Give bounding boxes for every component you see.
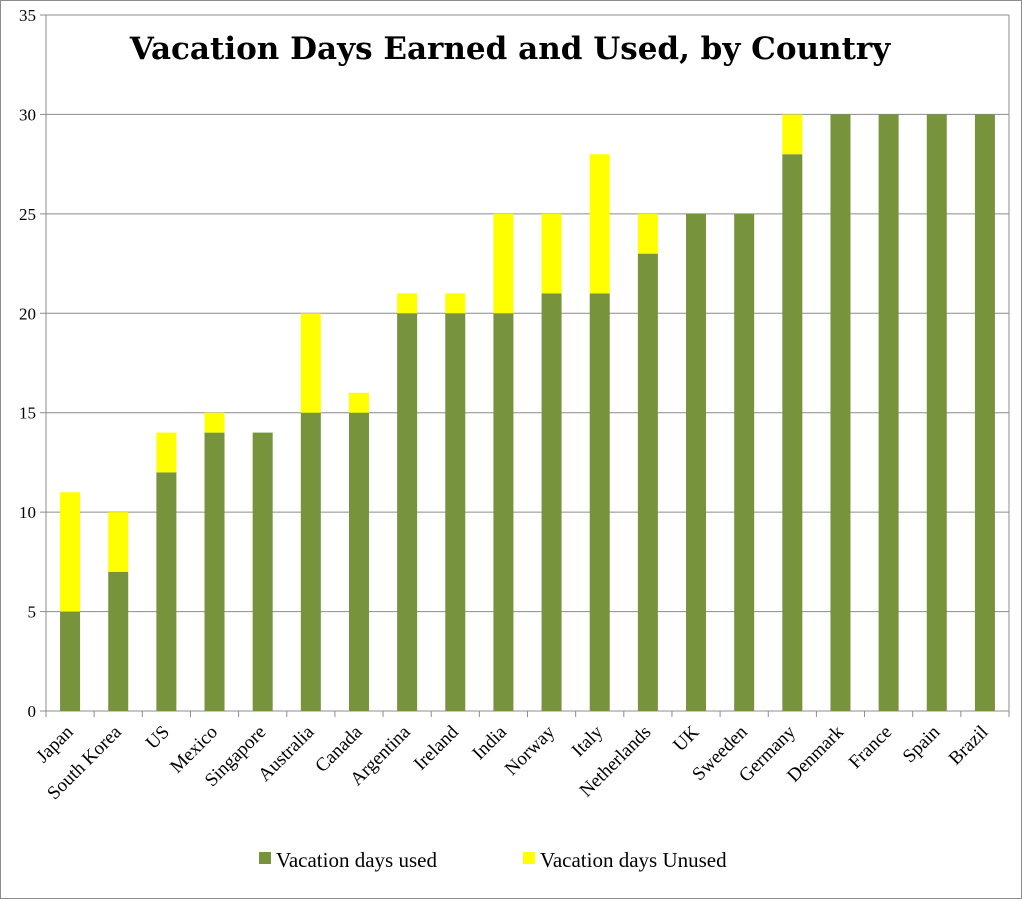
bar-unused [108,512,129,572]
bar-unused [445,293,466,314]
bar-unused [637,213,658,254]
bar-used [397,313,418,711]
bar-used [830,114,851,711]
bar-used [589,293,610,711]
bar-used [445,313,466,711]
y-tick-label: 35 [19,6,36,25]
y-tick-label: 15 [19,404,36,423]
bar-used [493,313,514,711]
bar-unused [348,392,369,413]
bar-used [108,571,129,711]
bars [60,114,995,711]
legend: Vacation days used Vacation days Unused [259,848,727,872]
bar-used [204,432,225,711]
bar-used [782,154,803,711]
legend-label: Vacation days Unused [540,848,727,872]
bar-used [300,412,321,711]
bar-used [974,114,995,711]
legend-swatch [523,852,535,864]
bar-unused [397,293,418,314]
bar-unused [541,213,562,294]
bar-unused [493,213,514,314]
bar-unused [782,114,803,155]
y-tick-label: 20 [19,304,36,323]
bar-used [926,114,947,711]
legend-label: Vacation days used [276,848,437,872]
bar-unused [156,432,177,473]
y-tick-label: 30 [19,105,36,124]
bar-used [252,432,273,711]
bar-used [686,213,707,711]
bar-used [734,213,755,711]
y-tick-label: 25 [19,205,36,224]
bar-used [878,114,899,711]
chart-title: Vacation Days Earned and Used, by Countr… [129,31,891,67]
bar-used [348,412,369,711]
y-tick-label: 0 [28,702,37,721]
bar-used [60,611,81,711]
legend-swatch [259,852,271,864]
bar-unused [204,412,225,433]
bar-used [637,253,658,711]
bar-used [541,293,562,711]
bar-unused [589,154,610,294]
bar-unused [60,492,81,612]
bar-unused [300,313,321,413]
y-tick-label: 5 [28,603,37,622]
y-tick-label: 10 [19,503,36,522]
bar-used [156,472,177,711]
